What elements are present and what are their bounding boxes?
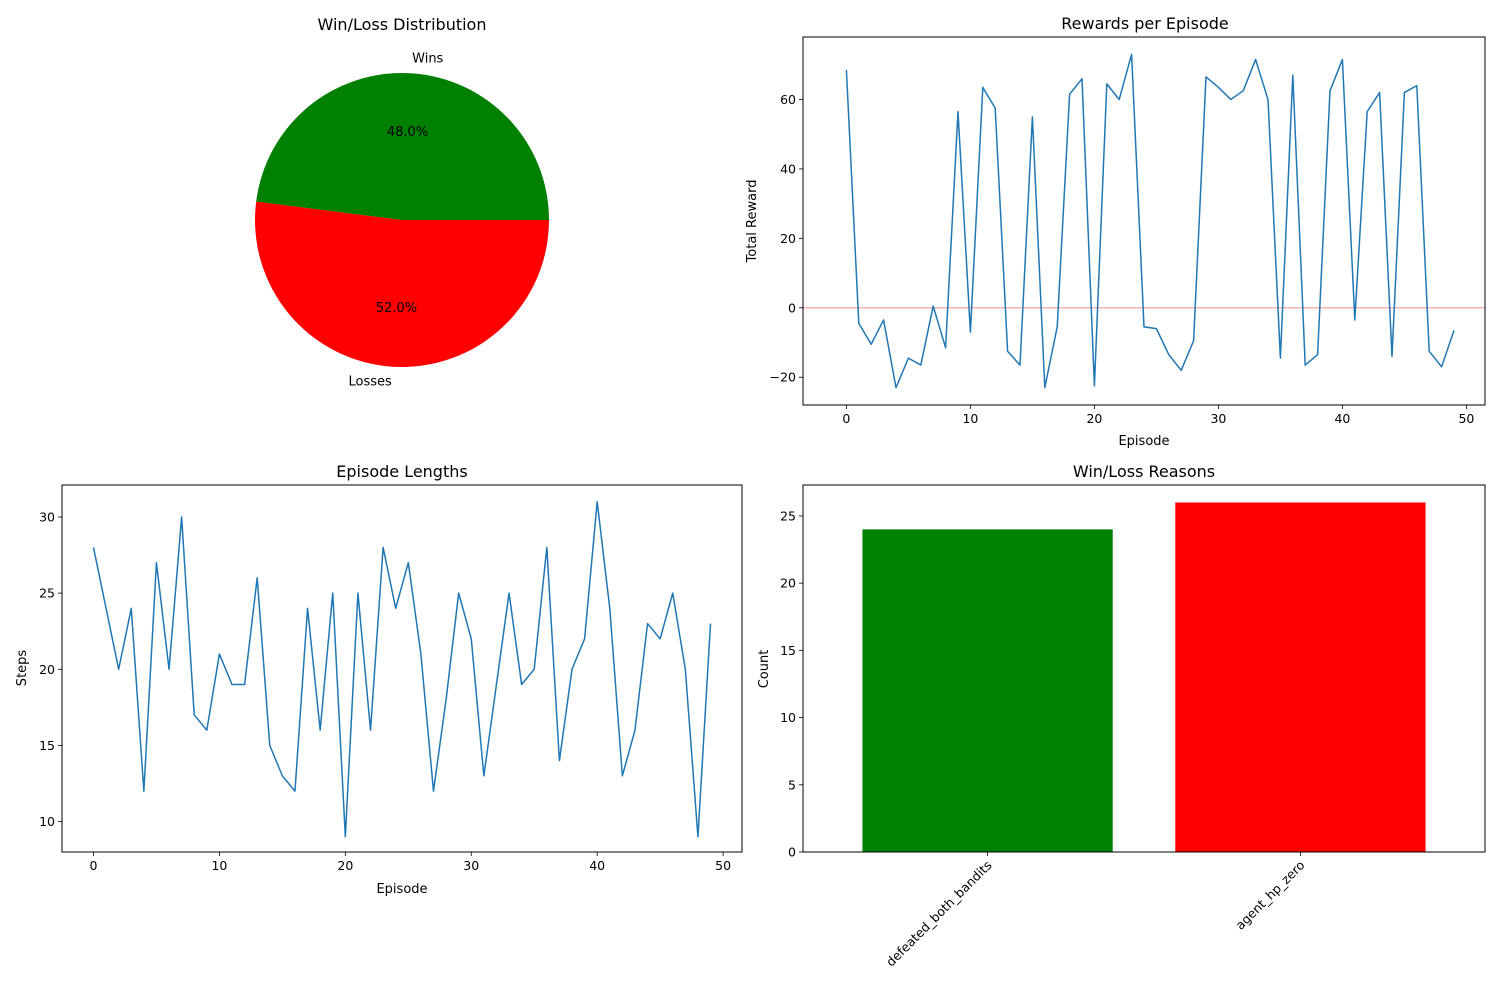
reasons-y-tick-label: 20 <box>780 576 796 591</box>
rewards-y-tick-label: 0 <box>788 300 796 315</box>
reasons-y-tick-label: 10 <box>780 710 796 725</box>
rewards-y-tick-label: 20 <box>780 231 796 246</box>
pie-pct-label-losses: 52.0% <box>376 301 417 316</box>
rewards-x-tick-label: 40 <box>1334 411 1350 426</box>
lengths-y-tick-label: 10 <box>39 814 55 829</box>
pie-pct-label-wins: 48.0% <box>387 125 428 140</box>
reasons-y-axis-label: Count <box>757 650 772 689</box>
rewards-series-line <box>845 53 1455 389</box>
lengths-y-tick-label: 30 <box>39 509 55 524</box>
lengths-series-line <box>92 501 712 838</box>
lengths-y-tick-label: 15 <box>39 738 55 753</box>
reasons-y-tick-label: 15 <box>780 643 796 658</box>
reasons-x-tick-label: defeated_both_bandits <box>883 858 995 970</box>
rewards-x-tick-label: 20 <box>1086 411 1102 426</box>
rewards-x-tick-label: 0 <box>842 411 850 426</box>
pie-label-wins: Wins <box>412 52 443 67</box>
reasons-x-tick-label: agent_hp_zero <box>1232 858 1307 933</box>
reasons-axes-frame <box>802 484 1486 853</box>
lengths-y-axis-label: Steps <box>15 650 30 687</box>
lengths-x-tick-label: 10 <box>211 858 227 873</box>
reasons-y-tick-label: 0 <box>788 845 796 860</box>
reasons-y-tick-label: 25 <box>780 508 796 523</box>
rewards-axes-frame <box>802 36 1486 406</box>
rewards-x-tick-label: 30 <box>1210 411 1226 426</box>
lengths-y-tick-label: 25 <box>39 586 55 601</box>
rewards-y-tick-label: 60 <box>780 92 796 107</box>
win-loss-pie-chart: Win/Loss Distribution Wins 48.0% Losses 52.… <box>255 15 549 389</box>
pie-label-losses: Losses <box>349 374 393 389</box>
lengths-x-tick-label: 40 <box>589 858 605 873</box>
rewards-x-tick-label: 50 <box>1458 411 1474 426</box>
rewards-x-tick-label: 10 <box>962 411 978 426</box>
rewards-line-chart: Rewards per Episode 0 10 20 30 40 50 −20 0 20 40 6… <box>745 14 1486 449</box>
reasons-y-tick-label: 5 <box>788 777 796 792</box>
reasons-title: Win/Loss Reasons <box>1073 462 1215 481</box>
lengths-y-tick-label: 20 <box>39 662 55 677</box>
rewards-y-axis-label: Total Reward <box>745 180 760 264</box>
lengths-title: Episode Lengths <box>336 462 467 481</box>
pie-title: Win/Loss Distribution <box>318 15 487 34</box>
rewards-y-tick-label: 40 <box>780 161 796 176</box>
pie-slice-losses <box>255 201 549 368</box>
reasons-bar-chart: Win/Loss Reasons defeated_both_bandits ag… <box>757 462 1486 970</box>
lengths-x-tick-label: 30 <box>463 858 479 873</box>
lengths-x-tick-label: 0 <box>90 858 98 873</box>
lengths-x-axis-label: Episode <box>376 882 427 897</box>
rewards-x-axis-label: Episode <box>1118 434 1169 449</box>
bar-agent-hp-zero <box>1175 502 1426 852</box>
lengths-axes-frame <box>61 484 743 853</box>
bar-defeated-both-bandits <box>862 529 1113 852</box>
lengths-line-chart: Episode Lengths 0 10 20 30 40 50 10 15 20 25 30 Ep… <box>15 462 743 897</box>
pie-slice-wins <box>256 73 549 220</box>
lengths-x-tick-label: 50 <box>715 858 731 873</box>
lengths-x-tick-label: 20 <box>337 858 353 873</box>
rewards-title: Rewards per Episode <box>1061 14 1229 33</box>
rewards-y-tick-label: −20 <box>770 370 796 385</box>
